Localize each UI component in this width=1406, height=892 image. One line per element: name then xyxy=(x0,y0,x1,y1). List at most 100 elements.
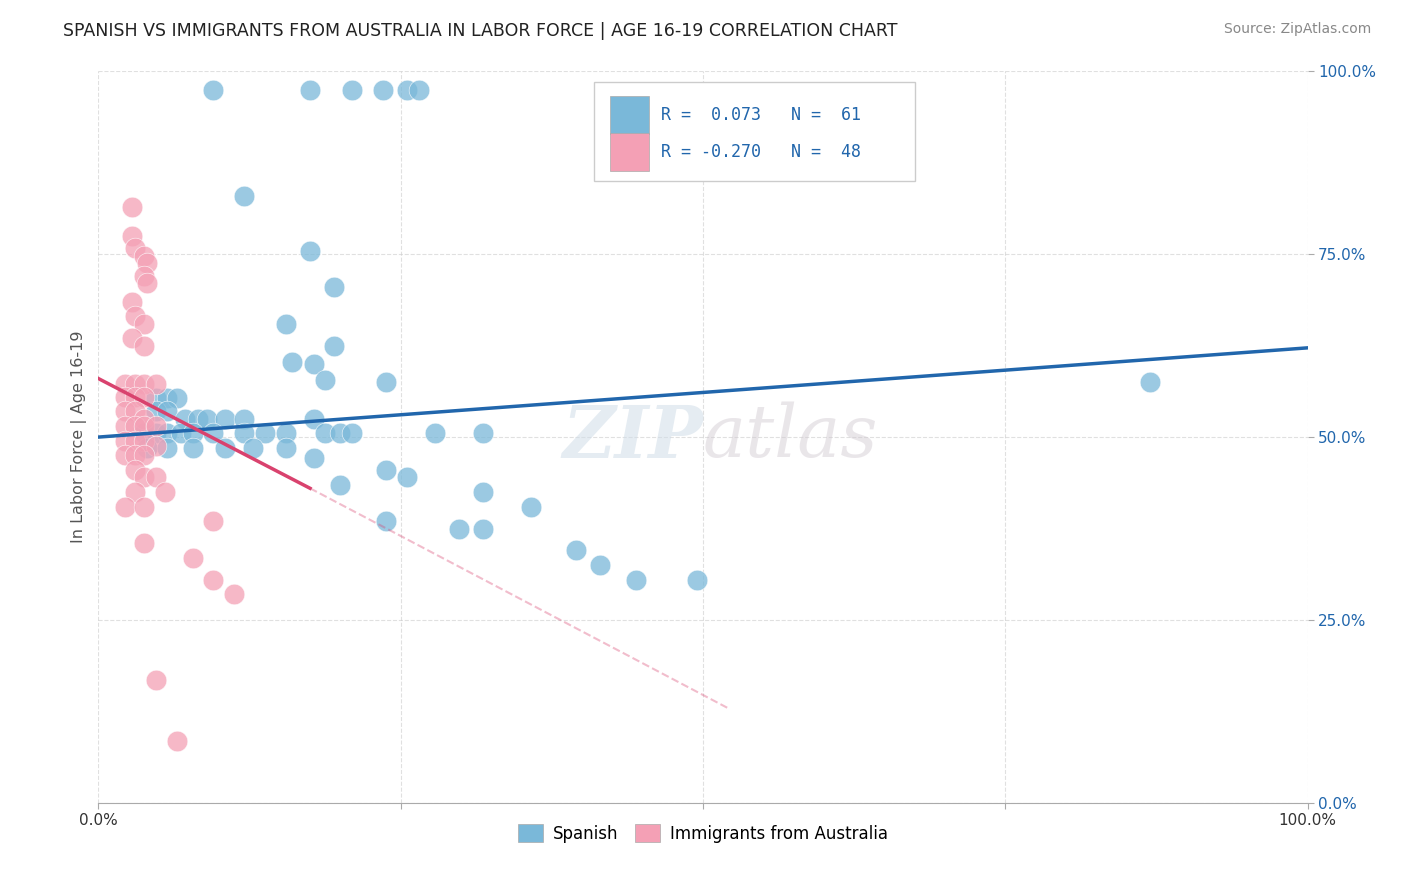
Point xyxy=(371,83,394,97)
FancyBboxPatch shape xyxy=(595,82,915,181)
Point xyxy=(195,412,218,426)
Point xyxy=(134,412,156,426)
Point xyxy=(134,448,156,462)
Point xyxy=(299,83,322,97)
Point xyxy=(589,558,612,573)
Point xyxy=(222,587,245,601)
Point xyxy=(124,448,146,462)
Point xyxy=(114,377,136,392)
Text: SPANISH VS IMMIGRANTS FROM AUSTRALIA IN LABOR FORCE | AGE 16-19 CORRELATION CHAR: SPANISH VS IMMIGRANTS FROM AUSTRALIA IN … xyxy=(63,22,898,40)
Point xyxy=(274,441,297,455)
Point xyxy=(156,404,179,418)
Point xyxy=(135,277,157,291)
Text: ZIP: ZIP xyxy=(562,401,703,473)
Text: atlas: atlas xyxy=(703,401,879,473)
Point xyxy=(124,434,146,448)
Point xyxy=(134,470,156,484)
Point xyxy=(153,485,176,500)
Point xyxy=(166,733,188,747)
Point xyxy=(323,338,346,352)
Point xyxy=(281,355,304,369)
Point xyxy=(202,514,225,528)
Point xyxy=(134,434,156,448)
Point xyxy=(471,485,494,500)
Point xyxy=(626,573,648,587)
Point xyxy=(145,392,167,406)
Point xyxy=(232,188,254,202)
Point xyxy=(314,426,336,441)
Point xyxy=(342,83,364,97)
Point xyxy=(471,426,494,441)
Text: Source: ZipAtlas.com: Source: ZipAtlas.com xyxy=(1223,22,1371,37)
Text: R =  0.073   N =  61: R = 0.073 N = 61 xyxy=(661,106,860,124)
Point xyxy=(686,573,709,587)
Point xyxy=(145,419,167,434)
Point xyxy=(423,426,446,441)
Point xyxy=(214,412,236,426)
Point xyxy=(342,426,364,441)
Point xyxy=(145,404,167,418)
Point xyxy=(329,477,352,491)
Point xyxy=(302,412,325,426)
Point xyxy=(232,412,254,426)
Point xyxy=(121,200,143,214)
Point xyxy=(323,280,346,294)
Point xyxy=(134,317,156,331)
Point xyxy=(181,550,204,565)
Point xyxy=(471,521,494,535)
Point xyxy=(114,404,136,418)
Point xyxy=(174,412,197,426)
Point xyxy=(187,412,209,426)
Point xyxy=(134,419,156,434)
Point xyxy=(214,441,236,455)
Point xyxy=(375,514,398,528)
Point xyxy=(166,392,188,406)
Point xyxy=(121,331,143,345)
Point xyxy=(395,470,418,484)
Point xyxy=(1139,376,1161,390)
Point xyxy=(302,357,325,371)
Point xyxy=(114,448,136,462)
Point xyxy=(274,317,297,331)
Point xyxy=(242,441,264,455)
Point xyxy=(134,269,156,284)
Point xyxy=(395,83,418,97)
Point xyxy=(299,244,322,258)
Point xyxy=(134,249,156,263)
Point xyxy=(202,573,225,587)
Point xyxy=(134,536,156,550)
Point xyxy=(124,390,146,404)
Point xyxy=(314,373,336,387)
Point xyxy=(232,426,254,441)
Point xyxy=(254,426,277,441)
Y-axis label: In Labor Force | Age 16-19: In Labor Force | Age 16-19 xyxy=(72,331,87,543)
Point xyxy=(447,521,470,535)
Point xyxy=(156,441,179,455)
Point xyxy=(181,426,204,441)
Point xyxy=(145,439,167,453)
Point xyxy=(121,228,143,243)
Point xyxy=(565,543,588,558)
Point xyxy=(181,441,204,455)
Point xyxy=(169,426,191,441)
Point xyxy=(156,426,179,441)
Point xyxy=(134,377,156,392)
FancyBboxPatch shape xyxy=(610,96,648,135)
Point xyxy=(124,485,146,500)
Point xyxy=(329,426,352,441)
Point xyxy=(121,294,143,309)
Point xyxy=(124,310,146,324)
FancyBboxPatch shape xyxy=(610,133,648,171)
Point xyxy=(145,426,167,441)
Point xyxy=(114,419,136,434)
Point xyxy=(302,450,325,465)
Point xyxy=(375,376,398,390)
Point xyxy=(134,500,156,514)
Point xyxy=(124,241,146,255)
Point xyxy=(156,392,179,406)
Text: R = -0.270   N =  48: R = -0.270 N = 48 xyxy=(661,143,860,161)
Point xyxy=(124,377,146,392)
Point xyxy=(124,404,146,418)
Point xyxy=(114,434,136,448)
Point xyxy=(145,470,167,484)
